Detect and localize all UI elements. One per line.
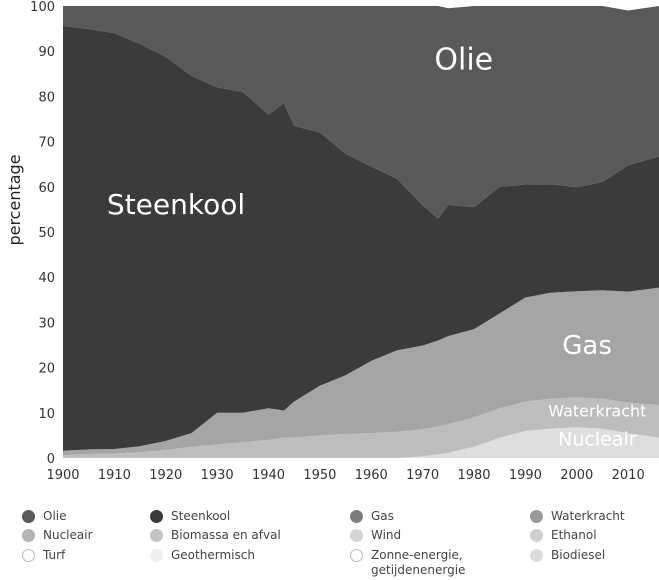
legend-label: Nucleair: [43, 528, 93, 542]
x-tick-label: 1920: [149, 468, 182, 483]
legend-item: Gas: [350, 509, 394, 524]
area-label-olie: Olie: [434, 42, 493, 77]
legend-label: Biomassa en afval: [171, 528, 281, 542]
y-axis-label: percentage: [5, 154, 24, 245]
y-tick-label: 10: [38, 407, 55, 422]
legend-item: Biomassa en afval: [150, 528, 281, 543]
legend-label: Olie: [43, 509, 67, 523]
area-layer: [63, 6, 659, 458]
x-tick-label: 1980: [457, 468, 490, 483]
x-axis-ticks: 1900 1910 1920 1930 1940 1950 1960 1970 1980 1990…: [46, 468, 644, 483]
legend-item: Ethanol: [530, 528, 597, 543]
legend-swatch-icon: [350, 510, 363, 523]
legend-item: Wind: [350, 528, 401, 543]
area-nucleair: [63, 427, 659, 458]
legend-item: Olie: [22, 509, 67, 524]
legend-label: Turf: [43, 548, 66, 562]
legend-label: Waterkracht: [551, 509, 625, 523]
y-tick-label: 50: [38, 226, 55, 241]
y-tick-label: 70: [38, 136, 55, 151]
legend-swatch-icon: [22, 549, 35, 562]
stacked-area-chart: Olie Steenkool Gas Waterkracht Nucleair 1900…: [5, 0, 659, 483]
area-label-layer: Olie Steenkool Gas Waterkracht Nucleair: [107, 42, 646, 450]
y-tick-label: 90: [38, 45, 55, 60]
y-tick-label: 0: [47, 452, 55, 467]
legend-item: Nucleair: [22, 528, 93, 543]
area-olie: [63, 6, 659, 219]
legend-item: Geothermisch: [150, 548, 255, 563]
x-tick-label: 1960: [355, 468, 388, 483]
area-gas: [63, 287, 659, 456]
legend-swatch-icon: [22, 529, 35, 542]
y-tick-label: 40: [38, 271, 55, 286]
legend-item: Turf: [22, 548, 65, 563]
legend-swatch-icon: [530, 529, 543, 542]
legend-swatch-icon: [150, 529, 163, 542]
legend: Olie Steenkool Gas Waterkracht Nucleair Bioma…: [0, 500, 659, 580]
y-tick-label: 60: [38, 181, 55, 196]
area-label-steenkool: Steenkool: [107, 188, 245, 221]
x-tick-label: 1910: [98, 468, 131, 483]
legend-label: Steenkool: [171, 509, 231, 523]
legend-swatch-icon: [150, 549, 163, 562]
area-steenkool: [63, 25, 659, 451]
legend-label: Gas: [371, 509, 394, 523]
legend-swatch-icon: [350, 529, 363, 542]
x-tick-label: 2000: [560, 468, 593, 483]
legend-item: Biodiesel: [530, 548, 605, 563]
legend-swatch-icon: [530, 510, 543, 523]
legend-swatch-icon: [150, 510, 163, 523]
legend-swatch-icon: [530, 549, 543, 562]
x-tick-label: 1900: [46, 468, 79, 483]
x-tick-label: 1950: [303, 468, 336, 483]
x-tick-label: 1970: [406, 468, 439, 483]
y-tick-label: 100: [30, 0, 55, 15]
legend-swatch-icon: [350, 549, 363, 562]
x-tick-label: 1930: [201, 468, 234, 483]
legend-item: Zonne-energie, getijdenenergie: [350, 548, 465, 578]
legend-item: Steenkool: [150, 509, 230, 524]
x-tick-label: 1990: [509, 468, 542, 483]
legend-label: Wind: [371, 528, 402, 542]
legend-item: Waterkracht: [530, 509, 625, 524]
x-tick-label: 1940: [252, 468, 285, 483]
legend-label: Biodiesel: [551, 548, 606, 562]
y-tick-label: 30: [38, 316, 55, 331]
y-tick-label: 20: [38, 362, 55, 377]
legend-swatch-icon: [22, 510, 35, 523]
area-label-gas: Gas: [562, 331, 612, 361]
y-axis-ticks: 0 10 20 30 40 50 60 70 80 90 100: [30, 0, 55, 467]
area-label-nucleair: Nucleair: [558, 428, 637, 450]
legend-label: Zonne-energie, getijdenenergie: [371, 548, 466, 577]
legend-label: Ethanol: [551, 528, 597, 542]
y-tick-label: 80: [38, 90, 55, 105]
x-tick-label: 2010: [612, 468, 645, 483]
area-waterkracht: [63, 397, 659, 458]
legend-label: Geothermisch: [171, 548, 255, 562]
area-label-waterkracht: Waterkracht: [548, 401, 646, 420]
